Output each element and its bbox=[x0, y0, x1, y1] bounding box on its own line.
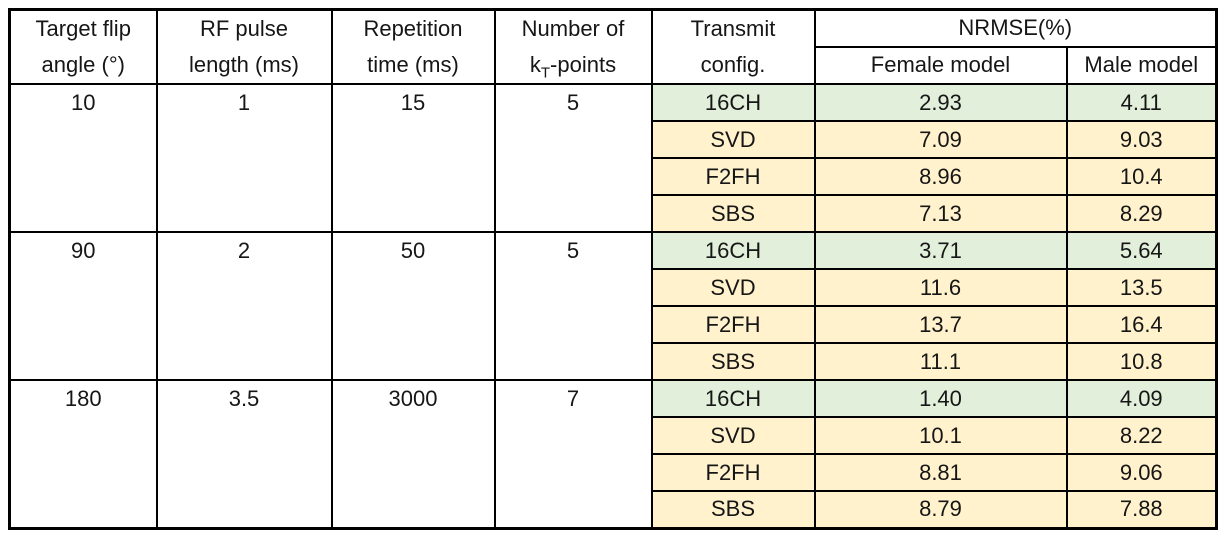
kt-points-suffix: -points bbox=[550, 52, 617, 77]
cell-nrmse-male: 9.06 bbox=[1065, 453, 1218, 492]
cell-nrmse-male: 16.4 bbox=[1065, 305, 1218, 344]
cell-kt-points: 7 bbox=[493, 379, 653, 529]
table-row: SVD 11.6 13.5 bbox=[10, 268, 1218, 307]
cell-transmit-config: F2FH bbox=[650, 305, 816, 344]
value-rf-pulse-length: 1 bbox=[237, 90, 251, 115]
value-repetition-time: 50 bbox=[400, 238, 426, 263]
table-row: SBS 11.1 10.8 bbox=[10, 342, 1218, 381]
cell-kt-points: 5 bbox=[493, 83, 653, 233]
cell-transmit-config: 16CH bbox=[650, 379, 816, 418]
value-kt-points: 5 bbox=[566, 90, 580, 115]
cell-nrmse-female: 8.79 bbox=[813, 490, 1068, 529]
table-row: 90 2 50 5 16CH 3.71 5.64 bbox=[8, 231, 1218, 381]
header-repetition-time-line2: time (ms) bbox=[367, 52, 459, 77]
cell-nrmse-male: 7.88 bbox=[1065, 490, 1218, 529]
cell-transmit-config: SBS bbox=[650, 194, 816, 233]
value-repetition-time: 15 bbox=[400, 90, 426, 115]
header-target-flip-angle-line2: angle (°) bbox=[41, 52, 125, 77]
header-rf-pulse-length: RF pulse length (ms) bbox=[155, 8, 333, 85]
cell-nrmse-male: 4.11 bbox=[1065, 83, 1218, 122]
table-row: SBS 7.13 8.29 bbox=[10, 194, 1218, 233]
cell-nrmse-female: 10.1 bbox=[813, 416, 1068, 455]
table-row: SBS 8.79 7.88 bbox=[10, 490, 1218, 529]
kt-symbol: k bbox=[529, 52, 541, 77]
header-transmit-config-line1: Transmit bbox=[690, 16, 776, 41]
cell-transmit-config: F2FH bbox=[650, 453, 816, 492]
value-target-flip-angle: 90 bbox=[71, 238, 96, 263]
cell-nrmse-male: 10.8 bbox=[1065, 342, 1218, 381]
header-repetition-time: Repetition time (ms) bbox=[330, 8, 496, 85]
value-rf-pulse-length: 2 bbox=[237, 238, 251, 263]
header-female-model: Female model bbox=[813, 45, 1068, 86]
cell-transmit-config: SVD bbox=[650, 268, 816, 307]
header-kt-points-line2: kT-points bbox=[497, 47, 650, 82]
value-repetition-time: 3000 bbox=[388, 386, 438, 411]
header-target-flip-angle-line1: Target flip bbox=[35, 16, 131, 41]
cell-transmit-config: 16CH bbox=[650, 231, 816, 270]
results-table: Target flip angle (°) RF pulse length (m… bbox=[8, 8, 1219, 530]
table-row: F2FH 8.96 10.4 bbox=[10, 157, 1218, 196]
header-row-2: Female model Male model bbox=[10, 45, 1218, 86]
table-row: SVD 7.09 9.03 bbox=[10, 120, 1218, 159]
table-row: F2FH 8.81 9.06 bbox=[10, 453, 1218, 492]
header-kt-points: Number of kT-points bbox=[493, 8, 653, 85]
header-target-flip-angle: Target flip angle (°) bbox=[8, 8, 158, 85]
cell-rf-pulse-length: 3.5 bbox=[155, 379, 333, 529]
header-rf-pulse-length-line2: length (ms) bbox=[188, 52, 300, 77]
header-repetition-time-line1: Repetition bbox=[363, 16, 463, 41]
cell-nrmse-male: 4.09 bbox=[1065, 379, 1218, 418]
cell-nrmse-female: 8.96 bbox=[813, 157, 1068, 196]
cell-transmit-config: SVD bbox=[650, 416, 816, 455]
cell-transmit-config: SVD bbox=[650, 120, 816, 159]
value-kt-points: 5 bbox=[566, 238, 580, 263]
cell-nrmse-male: 9.03 bbox=[1065, 120, 1218, 159]
cell-nrmse-female: 2.93 bbox=[813, 83, 1068, 122]
table-row: F2FH 13.7 16.4 bbox=[10, 305, 1218, 344]
header-rf-pulse-length-line1: RF pulse bbox=[199, 16, 289, 41]
table-row: 10 1 15 5 16CH 2.93 4.11 bbox=[8, 83, 1218, 233]
header-transmit-config: Transmit config. bbox=[650, 8, 816, 85]
cell-rf-pulse-length: 2 bbox=[155, 231, 333, 381]
cell-target-flip-angle: 10 bbox=[8, 83, 158, 233]
header-nrmse: NRMSE(%) bbox=[813, 8, 1218, 48]
cell-nrmse-male: 5.64 bbox=[1065, 231, 1218, 270]
cell-nrmse-female: 7.09 bbox=[813, 120, 1068, 159]
value-rf-pulse-length: 3.5 bbox=[228, 386, 260, 411]
cell-nrmse-female: 11.1 bbox=[813, 342, 1068, 381]
cell-target-flip-angle: 90 bbox=[8, 231, 158, 381]
header-male-model: Male model bbox=[1065, 45, 1218, 86]
cell-nrmse-female: 11.6 bbox=[813, 268, 1068, 307]
cell-transmit-config: 16CH bbox=[650, 83, 816, 122]
header-transmit-config-line2: config. bbox=[700, 52, 766, 77]
cell-repetition-time: 50 bbox=[330, 231, 496, 381]
value-target-flip-angle: 180 bbox=[64, 386, 102, 411]
cell-nrmse-female: 1.40 bbox=[813, 379, 1068, 418]
cell-nrmse-male: 8.29 bbox=[1065, 194, 1218, 233]
cell-nrmse-female: 3.71 bbox=[813, 231, 1068, 270]
cell-rf-pulse-length: 1 bbox=[155, 83, 333, 233]
value-kt-points: 7 bbox=[566, 386, 580, 411]
header-kt-points-line1: Number of bbox=[521, 16, 625, 41]
cell-nrmse-female: 7.13 bbox=[813, 194, 1068, 233]
cell-nrmse-male: 8.22 bbox=[1065, 416, 1218, 455]
cell-nrmse-male: 13.5 bbox=[1065, 268, 1218, 307]
table-row: SVD 10.1 8.22 bbox=[10, 416, 1218, 455]
cell-transmit-config: SBS bbox=[650, 342, 816, 381]
cell-nrmse-male: 10.4 bbox=[1065, 157, 1218, 196]
kt-subscript: T bbox=[540, 64, 551, 82]
value-target-flip-angle: 10 bbox=[71, 90, 96, 115]
cell-nrmse-female: 13.7 bbox=[813, 305, 1068, 344]
cell-kt-points: 5 bbox=[493, 231, 653, 381]
cell-repetition-time: 3000 bbox=[330, 379, 496, 529]
table-row: 180 3.5 3000 7 16CH 1.40 4.09 bbox=[8, 379, 1218, 529]
cell-target-flip-angle: 180 bbox=[8, 379, 158, 529]
cell-transmit-config: F2FH bbox=[650, 157, 816, 196]
cell-nrmse-female: 8.81 bbox=[813, 453, 1068, 492]
cell-transmit-config: SBS bbox=[650, 490, 816, 529]
cell-repetition-time: 15 bbox=[330, 83, 496, 233]
header-row-1: Target flip angle (°) RF pulse length (m… bbox=[8, 8, 1218, 85]
